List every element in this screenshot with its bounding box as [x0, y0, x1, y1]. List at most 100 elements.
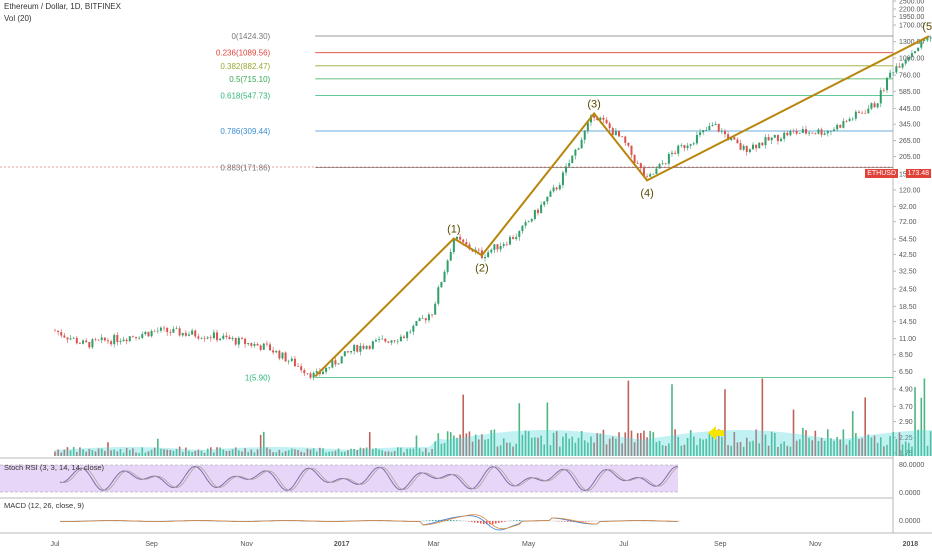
candle-body: [141, 334, 143, 338]
candle-body: [356, 345, 358, 352]
candle-body: [350, 351, 352, 352]
candle-body: [169, 332, 171, 333]
candle-body: [453, 239, 455, 252]
candle-body: [783, 133, 785, 139]
candle-body: [412, 326, 414, 332]
price-tick-label: 32.50: [899, 269, 917, 276]
candle-body: [403, 337, 405, 338]
candle-body: [574, 150, 576, 156]
price-tick-label: 205.00: [899, 154, 921, 161]
candle-body: [359, 346, 361, 352]
candle-body: [683, 145, 685, 148]
candle-body: [185, 333, 187, 336]
candle-body: [746, 146, 748, 152]
candle-body: [662, 163, 664, 164]
candle-body: [609, 123, 611, 128]
price-tick-label: 14.50: [899, 319, 917, 326]
candle-body: [188, 335, 190, 336]
candle-body: [391, 340, 393, 342]
candle-body: [163, 328, 165, 329]
candle-body: [780, 139, 782, 141]
candle-body: [88, 342, 90, 347]
impulse-wave-label: (4): [640, 187, 653, 199]
fib-level-label: 0.618(547.73): [220, 91, 270, 100]
candle-body: [786, 133, 788, 135]
macd-histogram-bar: [432, 520, 434, 521]
candle-body: [627, 143, 629, 146]
macd-tick-label: 0.0000: [899, 518, 921, 525]
price-tick-label: 18.50: [899, 304, 917, 311]
price-tick-label: 585.00: [899, 89, 921, 96]
candle-body: [680, 145, 682, 146]
candle-body: [372, 341, 374, 348]
candle-body: [144, 332, 146, 334]
stoch-rsi-label: Stoch RSI (3, 3, 14, 14, close): [4, 463, 104, 472]
impulse-wave-label: (2): [475, 262, 488, 274]
macd-histogram-bar: [495, 521, 497, 524]
price-tick-label: 265.00: [899, 138, 921, 145]
candle-body: [528, 221, 530, 222]
candle-body: [269, 344, 271, 350]
candle-body: [802, 129, 804, 133]
price-tick-label: 4.90: [899, 386, 913, 393]
fib-level-label: 0.236(1089.56): [216, 49, 271, 58]
candle-body: [581, 140, 583, 149]
candle-body: [253, 344, 255, 346]
macd-histogram-bar: [471, 521, 473, 522]
macd-histogram-bar: [516, 520, 518, 521]
candle-body: [275, 351, 277, 353]
candle-body: [814, 133, 816, 134]
candle-body: [721, 131, 723, 132]
candle-body: [805, 129, 807, 133]
candle-body: [674, 153, 676, 154]
candle-body: [82, 341, 84, 344]
candle-body: [549, 191, 551, 196]
stoch-tick-label: 0.0000: [899, 490, 921, 497]
candle-body: [101, 337, 103, 339]
candle-body: [123, 340, 125, 341]
candle-body: [213, 332, 215, 338]
candle-body: [774, 135, 776, 138]
fib-level-label: 0.883(171.86): [220, 164, 270, 173]
candle-body: [369, 346, 371, 349]
x-tick-label: Nov: [809, 541, 822, 548]
macd-label: MACD (12, 26, close, 9): [4, 501, 84, 510]
candle-body: [207, 337, 209, 338]
price-tick-label: 2.90: [899, 419, 913, 426]
candle-body: [733, 137, 735, 139]
candle-body: [602, 118, 604, 120]
candle-body: [147, 332, 149, 336]
candle-body: [297, 366, 299, 367]
candle-body: [736, 140, 738, 144]
candle-body: [874, 103, 876, 107]
macd-histogram-bar: [504, 521, 506, 522]
candle-body: [135, 337, 137, 338]
candle-body: [777, 135, 779, 141]
candle-body: [677, 146, 679, 154]
candle-body: [384, 339, 386, 342]
candle-body: [285, 353, 287, 362]
macd-histogram-bar: [492, 521, 494, 524]
candle-body: [235, 338, 237, 344]
candle-body: [521, 226, 523, 231]
candle-body: [920, 41, 922, 48]
impulse-wave-label: (1): [447, 223, 460, 235]
macd-histogram-bar: [480, 521, 482, 524]
candle-body: [553, 188, 555, 192]
candle-body: [808, 133, 810, 134]
candle-body: [543, 201, 545, 204]
price-tick-label: 3.70: [899, 404, 913, 411]
candle-body: [447, 261, 449, 272]
candle-body: [182, 333, 184, 335]
candle-body: [54, 331, 56, 332]
candle-body: [176, 328, 178, 329]
candle-body: [57, 331, 59, 332]
candle-body: [219, 339, 221, 340]
candle-body: [197, 336, 199, 338]
candle-body: [493, 244, 495, 250]
candle-body: [281, 353, 283, 359]
candle-body: [400, 337, 402, 342]
candle-body: [870, 103, 872, 108]
